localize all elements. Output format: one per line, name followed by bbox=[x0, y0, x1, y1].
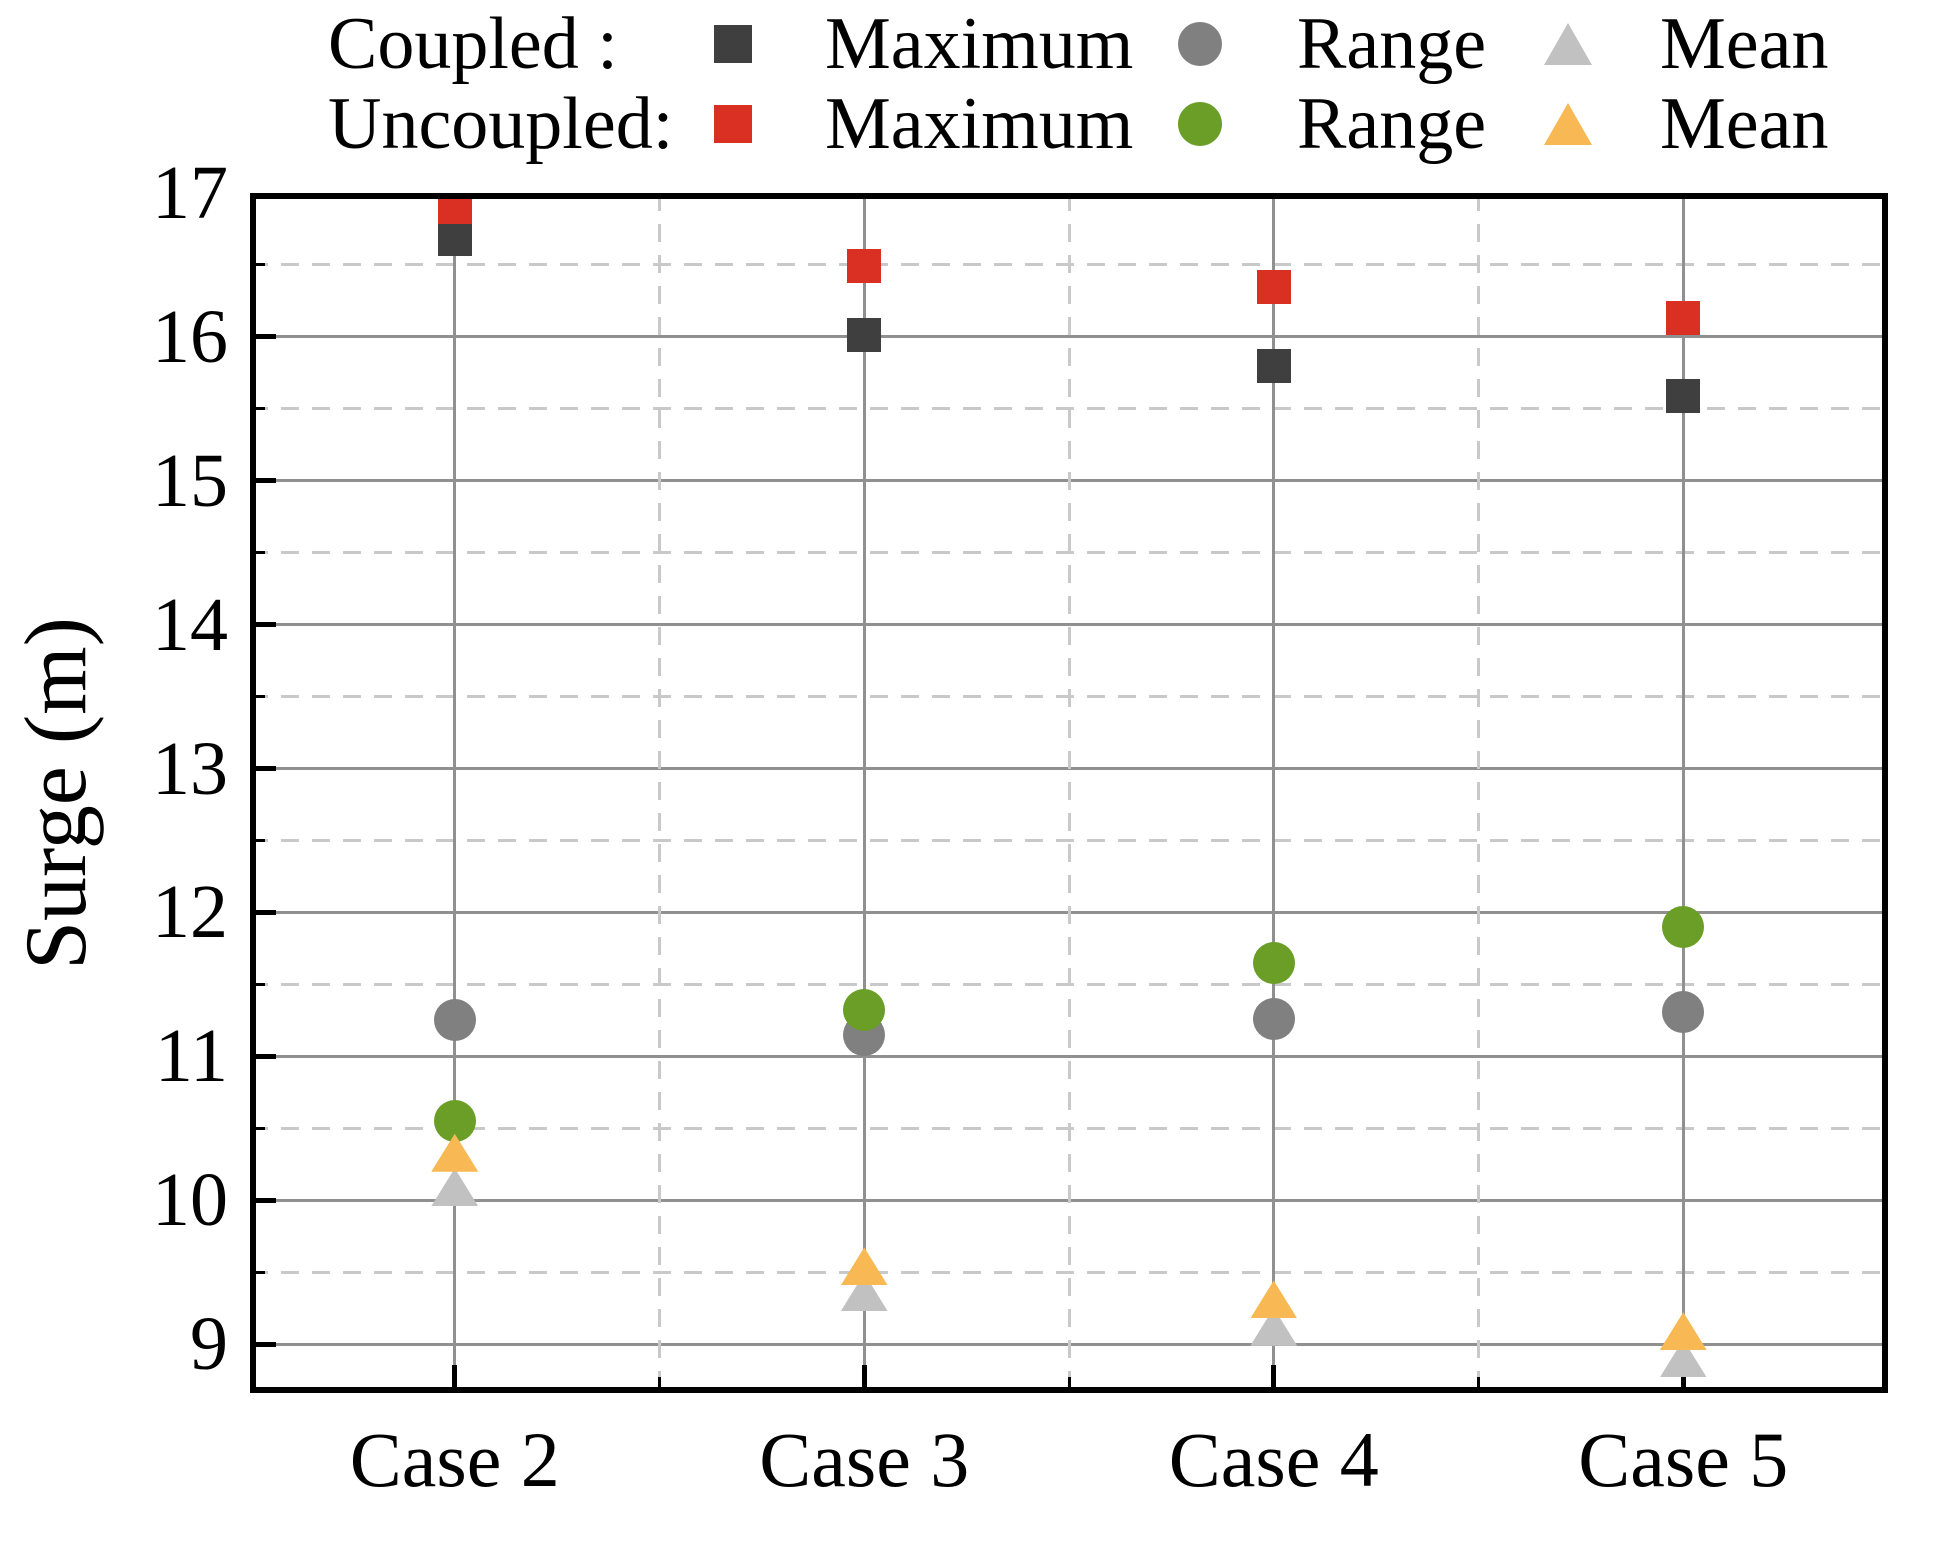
marker-uncoupled_mean-case-3 bbox=[840, 1247, 888, 1286]
y-tick-label-12: 12 bbox=[152, 870, 228, 955]
x-tick-minor-0 bbox=[658, 1377, 661, 1393]
triangle-marker-icon bbox=[1544, 103, 1592, 145]
y-tick-11.5 bbox=[250, 982, 265, 986]
marker-coupled_range-case-2 bbox=[433, 999, 476, 1042]
marker-coupled_maximum-case-4 bbox=[1256, 348, 1291, 383]
y-tick-15 bbox=[250, 478, 276, 484]
marker-uncoupled_range-case-3 bbox=[843, 989, 886, 1032]
gridline-x-case-4 bbox=[1272, 193, 1276, 1393]
y-tick-label-13: 13 bbox=[152, 726, 228, 811]
legend-item-label: Maximum bbox=[825, 3, 1134, 85]
marker-coupled_range-case-4 bbox=[1252, 997, 1295, 1040]
legend: Coupled : Maximum Range Mean Uncoupled: … bbox=[328, 4, 1898, 164]
marker-uncoupled_mean-case-2 bbox=[431, 1133, 479, 1172]
x-tick-label-case-5: Case 5 bbox=[1578, 1416, 1789, 1503]
y-tick-label-9: 9 bbox=[190, 1302, 228, 1387]
x-tick-minor-1 bbox=[1067, 1377, 1071, 1393]
y-tick-9.5 bbox=[250, 1270, 265, 1274]
y-tick-14 bbox=[250, 622, 276, 628]
y-tick-10 bbox=[250, 1197, 276, 1203]
circle-marker-icon bbox=[1178, 102, 1222, 146]
y-tick-label-15: 15 bbox=[152, 438, 228, 523]
gridline-x-minor-1 bbox=[1067, 193, 1071, 1393]
marker-coupled_maximum-case-5 bbox=[1666, 378, 1701, 413]
x-tick-case-4 bbox=[1271, 1365, 1277, 1393]
marker-uncoupled_maximum-case-3 bbox=[847, 249, 882, 284]
y-tick-11 bbox=[250, 1053, 276, 1059]
y-tick-label-14: 14 bbox=[152, 582, 228, 667]
legend-group-label-coupled: Coupled : bbox=[328, 3, 618, 85]
y-tick-14.5 bbox=[250, 551, 265, 555]
y-tick-13 bbox=[250, 766, 276, 772]
y-tick-label-10: 10 bbox=[152, 1158, 228, 1243]
x-tick-case-5 bbox=[1680, 1365, 1686, 1393]
square-marker-icon bbox=[714, 105, 752, 143]
y-tick-9 bbox=[250, 1341, 276, 1347]
gridline-x-case-5 bbox=[1681, 193, 1685, 1393]
x-tick-label-case-4: Case 4 bbox=[1168, 1416, 1379, 1503]
marker-uncoupled_maximum-case-4 bbox=[1256, 269, 1291, 304]
y-tick-13.5 bbox=[250, 695, 265, 699]
marker-coupled_mean-case-2 bbox=[431, 1168, 479, 1207]
marker-uncoupled_mean-case-5 bbox=[1659, 1312, 1707, 1351]
legend-row-uncoupled: Uncoupled: Maximum Range Mean bbox=[328, 84, 1898, 164]
plot-area bbox=[250, 193, 1888, 1393]
gridline-x-minor-0 bbox=[658, 193, 661, 1393]
y-tick-10.5 bbox=[250, 1126, 265, 1130]
marker-uncoupled_range-case-5 bbox=[1662, 905, 1705, 948]
gridline-x-minor-2 bbox=[1477, 193, 1480, 1393]
legend-row-coupled: Coupled : Maximum Range Mean bbox=[328, 4, 1898, 84]
gridline-x-case-2 bbox=[453, 193, 457, 1393]
y-tick-label-11: 11 bbox=[154, 1014, 228, 1099]
square-marker-icon bbox=[714, 25, 752, 63]
legend-item-label: Mean bbox=[1660, 3, 1829, 85]
marker-coupled_range-case-5 bbox=[1662, 990, 1705, 1033]
legend-item-label: Range bbox=[1297, 3, 1487, 85]
legend-item-label: Range bbox=[1297, 83, 1487, 165]
gridline-x-case-3 bbox=[862, 193, 866, 1393]
marker-uncoupled_maximum-case-5 bbox=[1666, 301, 1701, 336]
legend-group-label-uncoupled: Uncoupled: bbox=[328, 83, 674, 165]
legend-item-label: Mean bbox=[1660, 83, 1829, 165]
y-tick-12 bbox=[250, 909, 276, 915]
x-tick-case-3 bbox=[861, 1365, 867, 1393]
x-tick-label-case-3: Case 3 bbox=[759, 1416, 970, 1503]
y-tick-label-16: 16 bbox=[152, 294, 228, 379]
triangle-marker-icon bbox=[1544, 23, 1592, 65]
y-tick-label-17: 17 bbox=[152, 151, 228, 235]
y-tick-15.5 bbox=[250, 407, 265, 411]
x-tick-minor-2 bbox=[1477, 1377, 1480, 1393]
y-tick-16.5 bbox=[250, 263, 265, 267]
x-tick-label-case-2: Case 2 bbox=[349, 1416, 560, 1503]
y-tick-16 bbox=[250, 334, 276, 340]
marker-coupled_maximum-case-2 bbox=[437, 222, 472, 257]
marker-coupled_maximum-case-3 bbox=[847, 318, 882, 353]
marker-uncoupled_range-case-4 bbox=[1252, 941, 1295, 984]
legend-item-label: Maximum bbox=[825, 83, 1134, 165]
marker-uncoupled_maximum-case-2 bbox=[437, 193, 472, 225]
marker-uncoupled_mean-case-4 bbox=[1250, 1280, 1298, 1319]
y-tick-12.5 bbox=[250, 838, 265, 842]
circle-marker-icon bbox=[1178, 22, 1222, 66]
x-tick-case-2 bbox=[452, 1365, 458, 1393]
